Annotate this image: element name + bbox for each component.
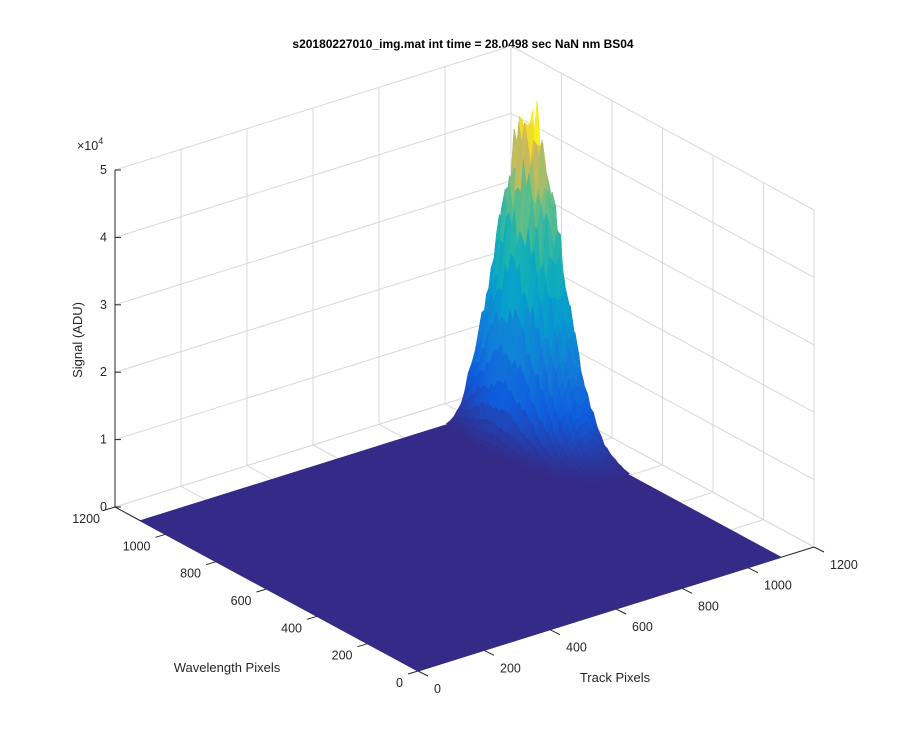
y-tick-label: 1000 [123,539,151,553]
grid-line [510,180,815,346]
surface-patch [543,470,552,476]
y-tick-mark [256,588,267,593]
x-tick-label: 400 [566,641,587,655]
x-tick-mark [681,587,693,594]
z-tick-label: 0 [100,500,107,514]
surface-patch [555,474,564,480]
y-axis-label: Wavelength Pixels [174,660,281,675]
surface-base-plane [139,406,783,672]
x-tick-label: 800 [698,599,719,613]
surface-patch [593,479,602,485]
grid-line [114,45,512,171]
x-tick-mark [549,629,561,636]
z-exponent-label: ×104 [77,136,103,153]
y-tick-label: 0 [396,676,403,690]
chart-title: s20180227010_img.mat int time = 28.0498 … [292,37,634,51]
grid-line [510,112,815,278]
z-tick-label: 1 [100,433,107,447]
x-tick-mark [747,567,759,574]
x-tick-label: 1200 [830,558,858,572]
z-axis-label: Signal (ADU) [70,302,85,378]
x-tick-mark [813,546,825,553]
surface-patch [587,478,595,484]
surface-patch [488,450,497,456]
y-tick-label: 200 [332,649,353,663]
x-tick-label: 200 [500,661,521,675]
surface-patch [574,478,582,484]
grid-line [114,247,512,373]
y-tick-mark [407,670,419,675]
x-tick-label: 0 [434,682,441,696]
y-tick-label: 400 [281,621,302,635]
grid-line [114,180,512,306]
x-tick-label: 600 [632,620,653,634]
y-tick-label: 1200 [72,512,100,526]
grid-line [114,382,512,508]
y-tick-mark [104,506,116,511]
y-tick-mark [306,615,318,620]
x-tick-mark [417,670,429,677]
surface [139,100,783,672]
x-tick-mark [615,608,627,615]
y-tick-label: 800 [180,567,201,581]
y-tick-label: 600 [231,594,252,608]
surface-patch [533,100,541,148]
z-tick-label: 3 [100,298,107,312]
surface-patch [517,463,525,469]
z-tick-label: 2 [100,365,107,379]
surface-patch [531,467,540,473]
grid-line [114,315,512,441]
x-axis-label: Track Pixels [580,670,651,685]
axis-labels: Wavelength Pixels Track Pixels Signal (A… [70,136,651,685]
y-tick-mark [205,561,217,566]
y-tick-mark [155,533,166,538]
x-tick-mark [483,649,495,656]
y-tick-mark [357,643,368,648]
z-tick-label: 5 [100,163,107,177]
surface-patch [565,476,573,482]
grid-line [114,112,512,238]
z-tick-label: 4 [100,230,107,244]
x-tick-label: 1000 [764,579,792,593]
grid-line [510,45,815,211]
surface-patch [580,478,589,484]
